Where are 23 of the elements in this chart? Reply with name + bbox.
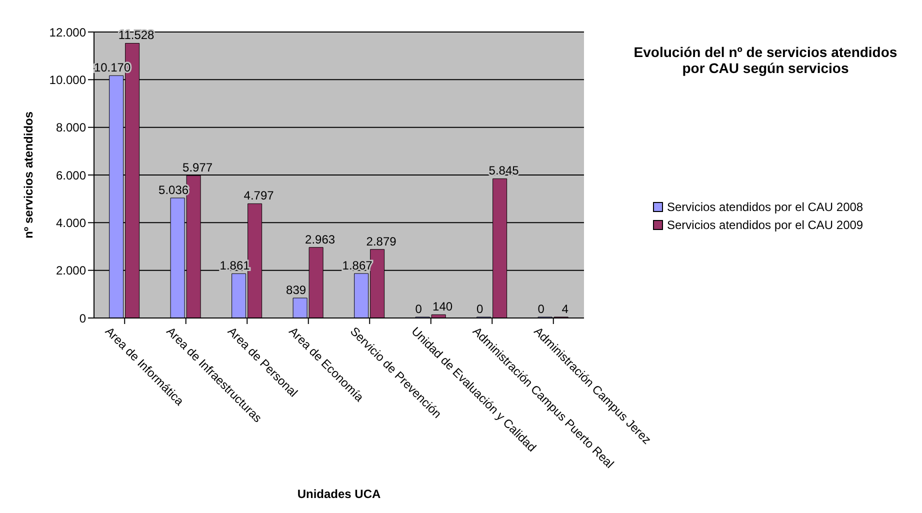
data-label: 839	[286, 283, 306, 298]
legend-label: Servicios atendidos por el CAU 2008	[667, 200, 864, 214]
y-tick-label: 2.000	[56, 264, 86, 278]
y-tick-label: 0	[79, 311, 86, 326]
x-axis-title: Unidades UCA	[297, 487, 382, 501]
y-tick-label: 12.000	[49, 25, 86, 40]
y-tick-label: 10.000	[49, 72, 86, 87]
legend-label: Servicios atendidos por el CAU 2009	[667, 218, 864, 232]
data-label: 2.879	[366, 234, 397, 248]
data-label: 0	[415, 302, 422, 316]
data-label: 5.845	[488, 164, 520, 178]
data-label: 140	[432, 300, 453, 314]
y-tick-label: 6.000	[56, 168, 86, 182]
text: Evolución del nº de servicios atendidos por CAU según servicios	[632, 44, 898, 76]
data-label: 5.977	[182, 160, 213, 175]
data-label: 0	[538, 302, 545, 316]
y-tick-label: 4.000	[56, 216, 86, 230]
data-label: 4.797	[244, 188, 274, 203]
y-axis-title: nº servicios atendidos	[21, 111, 36, 239]
data-label: 2.963	[305, 232, 336, 246]
y-tick-label: 8.000	[56, 120, 86, 135]
data-label: 4	[562, 302, 569, 316]
data-label: 0	[476, 302, 484, 316]
